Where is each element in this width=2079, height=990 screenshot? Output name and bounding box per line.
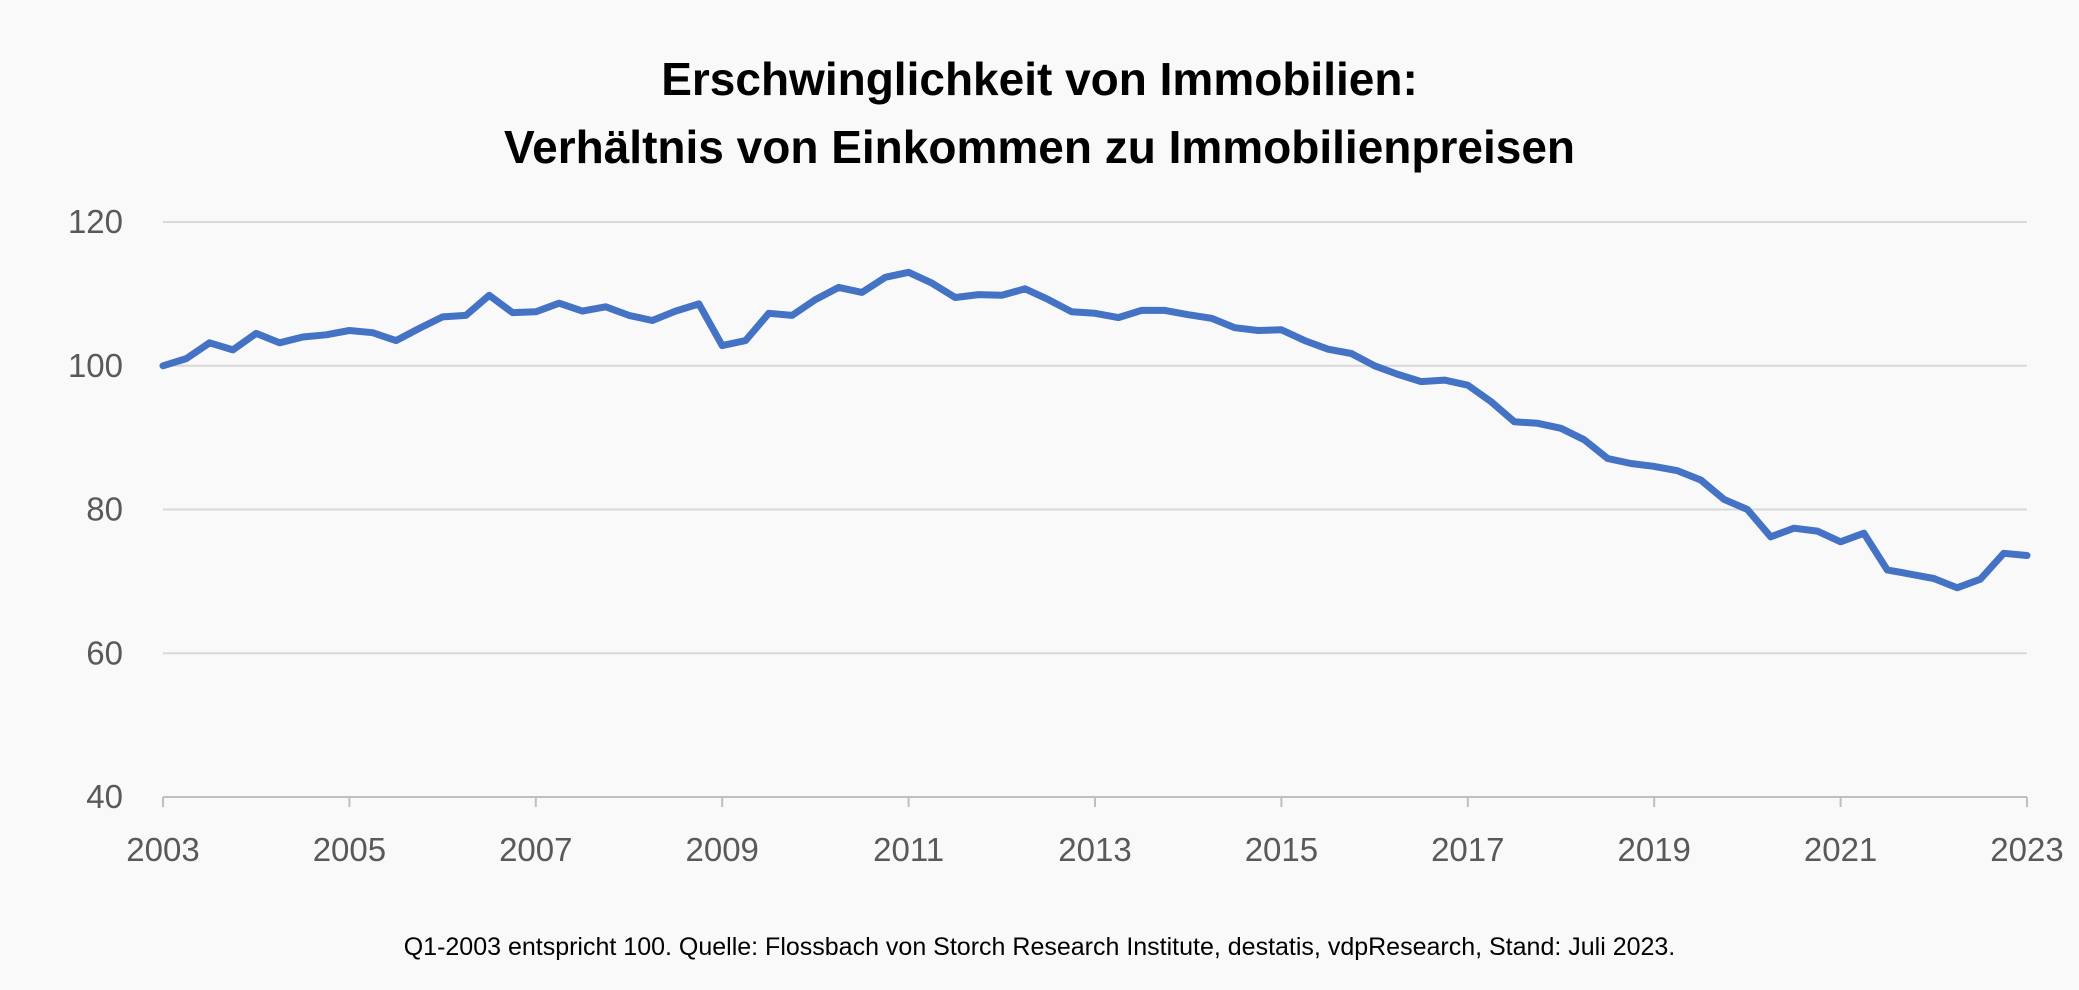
series-layer — [159, 268, 2031, 592]
x-tick-label: 2019 — [1617, 831, 1690, 868]
x-tick-label: 2023 — [1990, 831, 2063, 868]
x-tick-label: 2009 — [685, 831, 758, 868]
y-tick-label: 80 — [86, 491, 123, 528]
x-tick-label: 2017 — [1431, 831, 1504, 868]
y-tick-label: 60 — [86, 634, 123, 671]
x-tick-label: 2011 — [873, 831, 944, 868]
x-tick-label: 2003 — [126, 831, 199, 868]
x-axis-tick-labels: 2003 2005 2007 2009 2011 2013 2015 2017 2019 2021… — [126, 831, 2063, 868]
x-tick-label: 2007 — [499, 831, 572, 868]
chart-title-line-2: Verhältnis von Einkommen zu Immobilienpr… — [503, 121, 1576, 173]
series-line — [159, 268, 2031, 592]
gridlines — [163, 221, 2027, 655]
x-axis — [162, 796, 2028, 807]
chart-title-line-1: Erschwinglichkeit von Immobilien: — [661, 53, 1418, 105]
y-tick-label: 100 — [68, 347, 123, 384]
y-axis-tick-labels: 40 60 80 100 120 — [68, 203, 123, 815]
source-footnote: Q1-2003 entspricht 100. Quelle: Flossbac… — [403, 933, 1676, 961]
x-tick-label: 2021 — [1804, 831, 1877, 868]
x-tick-label: 2015 — [1245, 831, 1318, 868]
x-tick-label: 2013 — [1058, 831, 1131, 868]
x-tick-label: 2005 — [313, 831, 386, 868]
y-tick-label: 120 — [68, 203, 123, 240]
y-tick-label: 40 — [86, 778, 123, 815]
